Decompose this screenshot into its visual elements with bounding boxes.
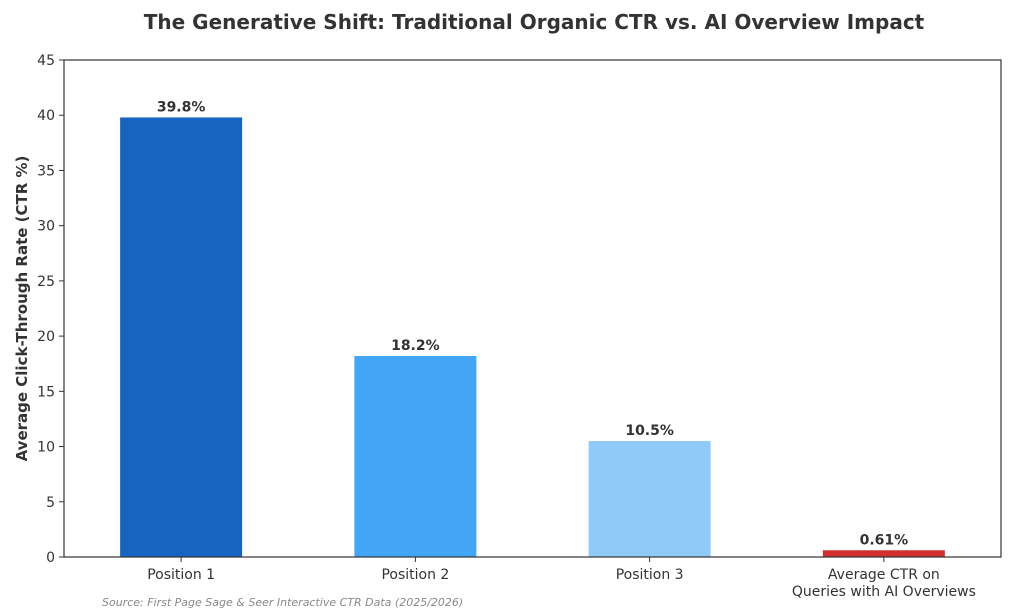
bars (120, 117, 945, 557)
y-tick-label: 0 (46, 550, 55, 566)
y-axis-label: Average Click-Through Rate (CTR %) (13, 156, 31, 462)
bar-data-label: 18.2% (391, 338, 440, 354)
y-tick-label: 35 (37, 163, 55, 179)
y-tick-label: 25 (37, 274, 55, 290)
bar-data-label: 10.5% (625, 423, 674, 439)
y-tick-label: 15 (37, 384, 55, 400)
chart-title: The Generative Shift: Traditional Organi… (143, 10, 925, 34)
y-tick-label: 40 (37, 108, 55, 124)
source-note: Source: First Page Sage & Seer Interacti… (102, 596, 464, 609)
bar-4 (822, 550, 945, 557)
bar-2 (354, 355, 477, 557)
bar-data-label: 39.8% (157, 99, 206, 115)
x-tick-label: Position 2 (381, 567, 449, 583)
bar-3 (588, 441, 711, 557)
y-axis-ticks: 0 5 10 15 20 25 30 35 40 45 (37, 53, 64, 566)
bar-data-labels: 39.8% 18.2% 10.5% 0.61% (157, 99, 908, 548)
y-tick-label: 45 (37, 53, 55, 69)
y-tick-label: 5 (46, 495, 55, 511)
y-tick-label: 20 (37, 329, 55, 345)
y-tick-label: 30 (37, 219, 55, 235)
x-tick-label: Position 1 (147, 567, 215, 583)
bar-data-label: 0.61% (860, 532, 909, 548)
bar-1 (120, 117, 243, 557)
x-axis-ticks: Position 1 Position 2 Position 3 Average CT… (147, 557, 976, 600)
x-tick-label: Average CTR on (828, 567, 940, 583)
x-tick-label: Queries with AI Overviews (792, 584, 976, 600)
y-tick-label: 10 (37, 440, 55, 456)
x-tick-label: Position 3 (616, 567, 684, 583)
plot-frame (63, 59, 1002, 558)
